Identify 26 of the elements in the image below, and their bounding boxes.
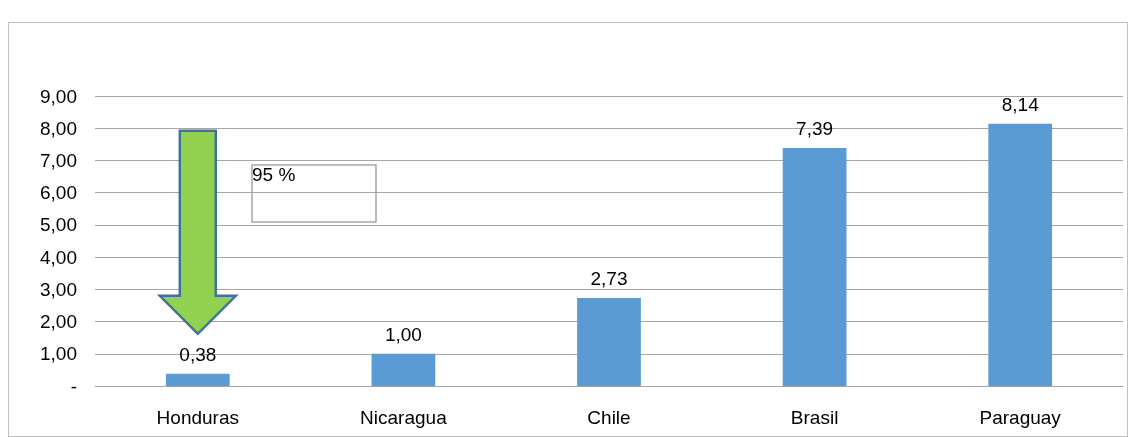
- data-label: 1,00: [384, 323, 422, 345]
- y-tick-label: 9,00: [40, 85, 77, 107]
- y-tick-label: 5,00: [40, 214, 77, 236]
- y-tick-label: -: [70, 375, 77, 397]
- annotation: 95 %: [252, 164, 296, 185]
- y-tick-label: 8,00: [40, 117, 77, 139]
- data-label: 7,39: [796, 117, 834, 139]
- y-tick-label: 4,00: [40, 246, 77, 268]
- y-tick-label: 6,00: [40, 182, 77, 204]
- bar: [371, 353, 436, 386]
- x-tick-label: Paraguay: [979, 407, 1062, 428]
- bar: [165, 373, 230, 386]
- x-tick-label: Nicaragua: [360, 407, 448, 428]
- bar: [782, 147, 847, 386]
- bar: [577, 298, 641, 386]
- x-tick-label: Brasil: [790, 407, 839, 428]
- x-tick-label: Chile: [587, 407, 631, 428]
- x-tick-label: Honduras: [156, 407, 239, 428]
- bar: [988, 123, 1053, 386]
- data-label: 8,14: [1001, 93, 1040, 115]
- y-tick-label: 7,00: [40, 149, 77, 171]
- y-tick-label: 3,00: [40, 278, 77, 300]
- data-label: 0,38: [179, 343, 217, 365]
- y-tick-label: 2,00: [40, 311, 77, 333]
- data-label: 2,73: [590, 268, 628, 290]
- y-tick-label: 1,00: [40, 343, 77, 365]
